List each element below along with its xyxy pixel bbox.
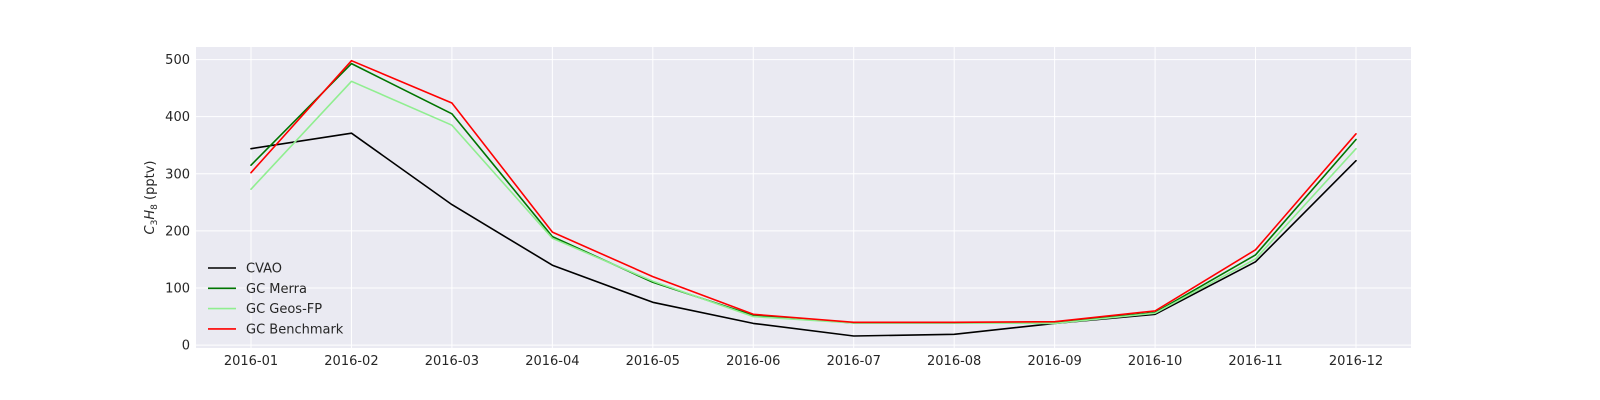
- x-tick-label: 2016-10: [1128, 354, 1182, 369]
- series-line-gc-benchmark: [250, 59, 1357, 324]
- x-tick-label: 2016-06: [726, 354, 780, 369]
- legend: CVAO GC Merra GC Geos-FP GC Benchmark: [208, 262, 344, 337]
- x-tick-label: 2016-09: [1027, 354, 1081, 369]
- legend-label-gc-benchmark: GC Benchmark: [246, 322, 344, 337]
- y-tick-label: 200: [165, 224, 190, 239]
- x-tick-label: 2016-04: [525, 354, 579, 369]
- y-label-sub2: 8: [150, 204, 160, 210]
- x-tick-labels: 2016-01 2016-02 2016-03 2016-04 2016-05 2016-…: [224, 354, 1383, 369]
- y-tick-label: 300: [165, 167, 190, 182]
- x-tick-label: 2016-12: [1329, 354, 1383, 369]
- series-lines: [250, 59, 1357, 337]
- y-tick-label: 400: [165, 110, 190, 125]
- y-tick-label: 0: [182, 339, 190, 354]
- legend-label-gc-merra: GC Merra: [246, 282, 307, 297]
- y-axis-label: C3H8 (pptv): [143, 161, 160, 235]
- vertical-gridlines: [250, 47, 1357, 348]
- plot-background: [196, 47, 1411, 348]
- legend-label-gc-geos-fp: GC Geos-FP: [246, 302, 322, 317]
- y-tick-label: 500: [165, 53, 190, 68]
- y-label-sub1: 3: [150, 220, 160, 226]
- x-tick-label: 2016-11: [1228, 354, 1282, 369]
- x-tick-label: 2016-08: [927, 354, 981, 369]
- x-tick-label: 2016-05: [626, 354, 680, 369]
- series-line-cvao: [250, 132, 1357, 337]
- y-label-unit: (pptv): [143, 161, 158, 205]
- x-tick-label: 2016-03: [425, 354, 479, 369]
- y-tick-label: 100: [165, 282, 190, 297]
- y-label-main: C: [143, 224, 158, 234]
- legend-label-cvao: CVAO: [246, 262, 282, 277]
- y-tick-labels: 0 100 200 300 400 500: [165, 53, 190, 354]
- series-line-gc-geos-fp: [250, 80, 1357, 325]
- x-tick-label: 2016-07: [827, 354, 881, 369]
- x-tick-label: 2016-02: [324, 354, 378, 369]
- x-tick-label: 2016-01: [224, 354, 278, 369]
- horizontal-gridlines: [196, 59, 1411, 346]
- y-label-mid: H: [143, 210, 158, 220]
